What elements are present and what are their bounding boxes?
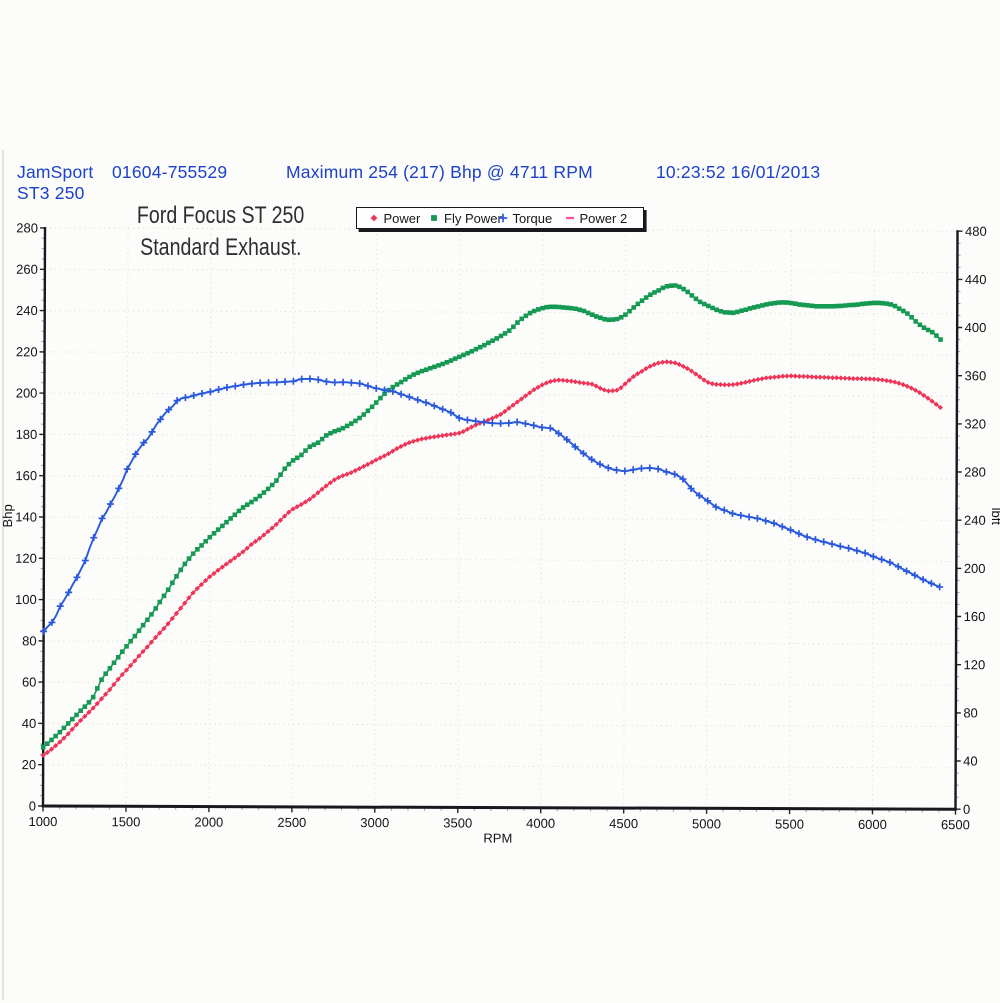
x-tick-label: 4500 <box>609 816 638 831</box>
legend-label: Power <box>383 210 421 226</box>
right-tick-label: 400 <box>965 320 987 335</box>
header-phone: 01604-755529 <box>112 162 228 182</box>
x-tick-label: 5000 <box>692 816 721 831</box>
x-tick-label: 3500 <box>443 815 472 830</box>
left-tick-label: 120 <box>15 551 37 566</box>
x-tick-label: 2500 <box>277 815 306 830</box>
x-tick-label: 6500 <box>941 817 970 832</box>
left-tick-label: 20 <box>22 757 37 772</box>
header-model: ST3 250 <box>17 182 85 203</box>
right-tick-label: 160 <box>964 609 986 624</box>
legend-label: Torque <box>512 210 553 226</box>
left-tick-label: 100 <box>15 592 37 607</box>
series-power <box>40 359 943 759</box>
left-tick-label: 140 <box>15 509 37 524</box>
header-timestamp: 10:23:52 16/01/2013 <box>656 162 821 182</box>
left-tick-label: 180 <box>16 427 38 442</box>
left-tick-label: 280 <box>16 220 38 235</box>
right-axis-title: lbft <box>989 508 1000 526</box>
right-tick-label: 360 <box>964 368 986 383</box>
legend-item-torque: Torque <box>497 208 553 228</box>
axis-tick-labels: 0 20 40 60 80 100 120 140 160 180 200 220 240 260 280 0… <box>15 220 987 832</box>
plus-marker-icon <box>498 213 507 223</box>
scan-edge-artifact <box>2 150 4 1000</box>
chart-title-line1: Ford Focus ST 250 <box>137 202 305 229</box>
right-tick-label: 240 <box>964 513 986 528</box>
header-company: JamSport <box>17 162 94 182</box>
x-tick-label: 1500 <box>111 814 140 829</box>
square-marker-icon <box>431 215 437 221</box>
chart-title-line2: Standard Exhaust. <box>140 234 302 261</box>
left-tick-label: 240 <box>16 303 38 318</box>
x-axis-line <box>41 804 957 811</box>
chart-legend: Power Fly Power Torque Power 2 <box>356 207 644 229</box>
left-tick-label: 80 <box>22 633 37 648</box>
x-tick-label: 2000 <box>194 815 223 830</box>
legend-item-fly-power: Fly Power <box>428 208 502 228</box>
x-tick-label: 3000 <box>360 815 389 830</box>
major-ticks <box>37 227 963 815</box>
gridlines <box>43 227 958 809</box>
left-tick-label: 220 <box>16 344 38 359</box>
left-axis-line <box>41 226 47 807</box>
left-tick-label: 60 <box>22 675 37 690</box>
left-axis-title: Bhp <box>0 504 15 527</box>
right-tick-label: 200 <box>964 561 986 576</box>
right-tick-label: 480 <box>965 224 987 239</box>
legend-label: Fly Power <box>444 210 502 226</box>
left-tick-label: 260 <box>16 262 38 277</box>
x-tick-label: 4000 <box>526 816 555 831</box>
chart-title: Ford Focus ST 250 Standard Exhaust. <box>96 202 346 262</box>
minor-ticks <box>39 237 961 813</box>
legend-item-power-2: Power 2 <box>564 208 628 228</box>
left-tick-label: 160 <box>15 468 37 483</box>
x-axis-title: RPM <box>483 831 512 846</box>
right-tick-label: 440 <box>965 272 987 287</box>
diamond-marker-icon <box>370 214 377 222</box>
right-axis-line <box>954 230 959 810</box>
left-tick-label: 0 <box>29 798 36 813</box>
left-tick-label: 200 <box>16 386 38 401</box>
legend-label: Power 2 <box>579 210 628 226</box>
right-tick-label: 80 <box>963 705 978 720</box>
right-tick-label: 280 <box>964 465 986 480</box>
x-tick-label: 5500 <box>775 817 804 832</box>
x-tick-label: 1000 <box>28 814 57 829</box>
x-tick-label: 6000 <box>858 817 887 832</box>
series-torque <box>40 375 944 635</box>
dash-marker-icon <box>565 216 574 220</box>
right-tick-label: 320 <box>964 416 986 431</box>
header-max-power: Maximum 254 (217) Bhp @ 4711 RPM <box>286 162 593 182</box>
right-tick-label: 120 <box>963 657 985 672</box>
right-tick-label: 0 <box>963 802 970 817</box>
legend-item-power: Power <box>368 208 421 228</box>
right-tick-label: 40 <box>963 754 978 769</box>
left-tick-label: 40 <box>22 716 37 731</box>
series-fly-power <box>40 283 943 750</box>
